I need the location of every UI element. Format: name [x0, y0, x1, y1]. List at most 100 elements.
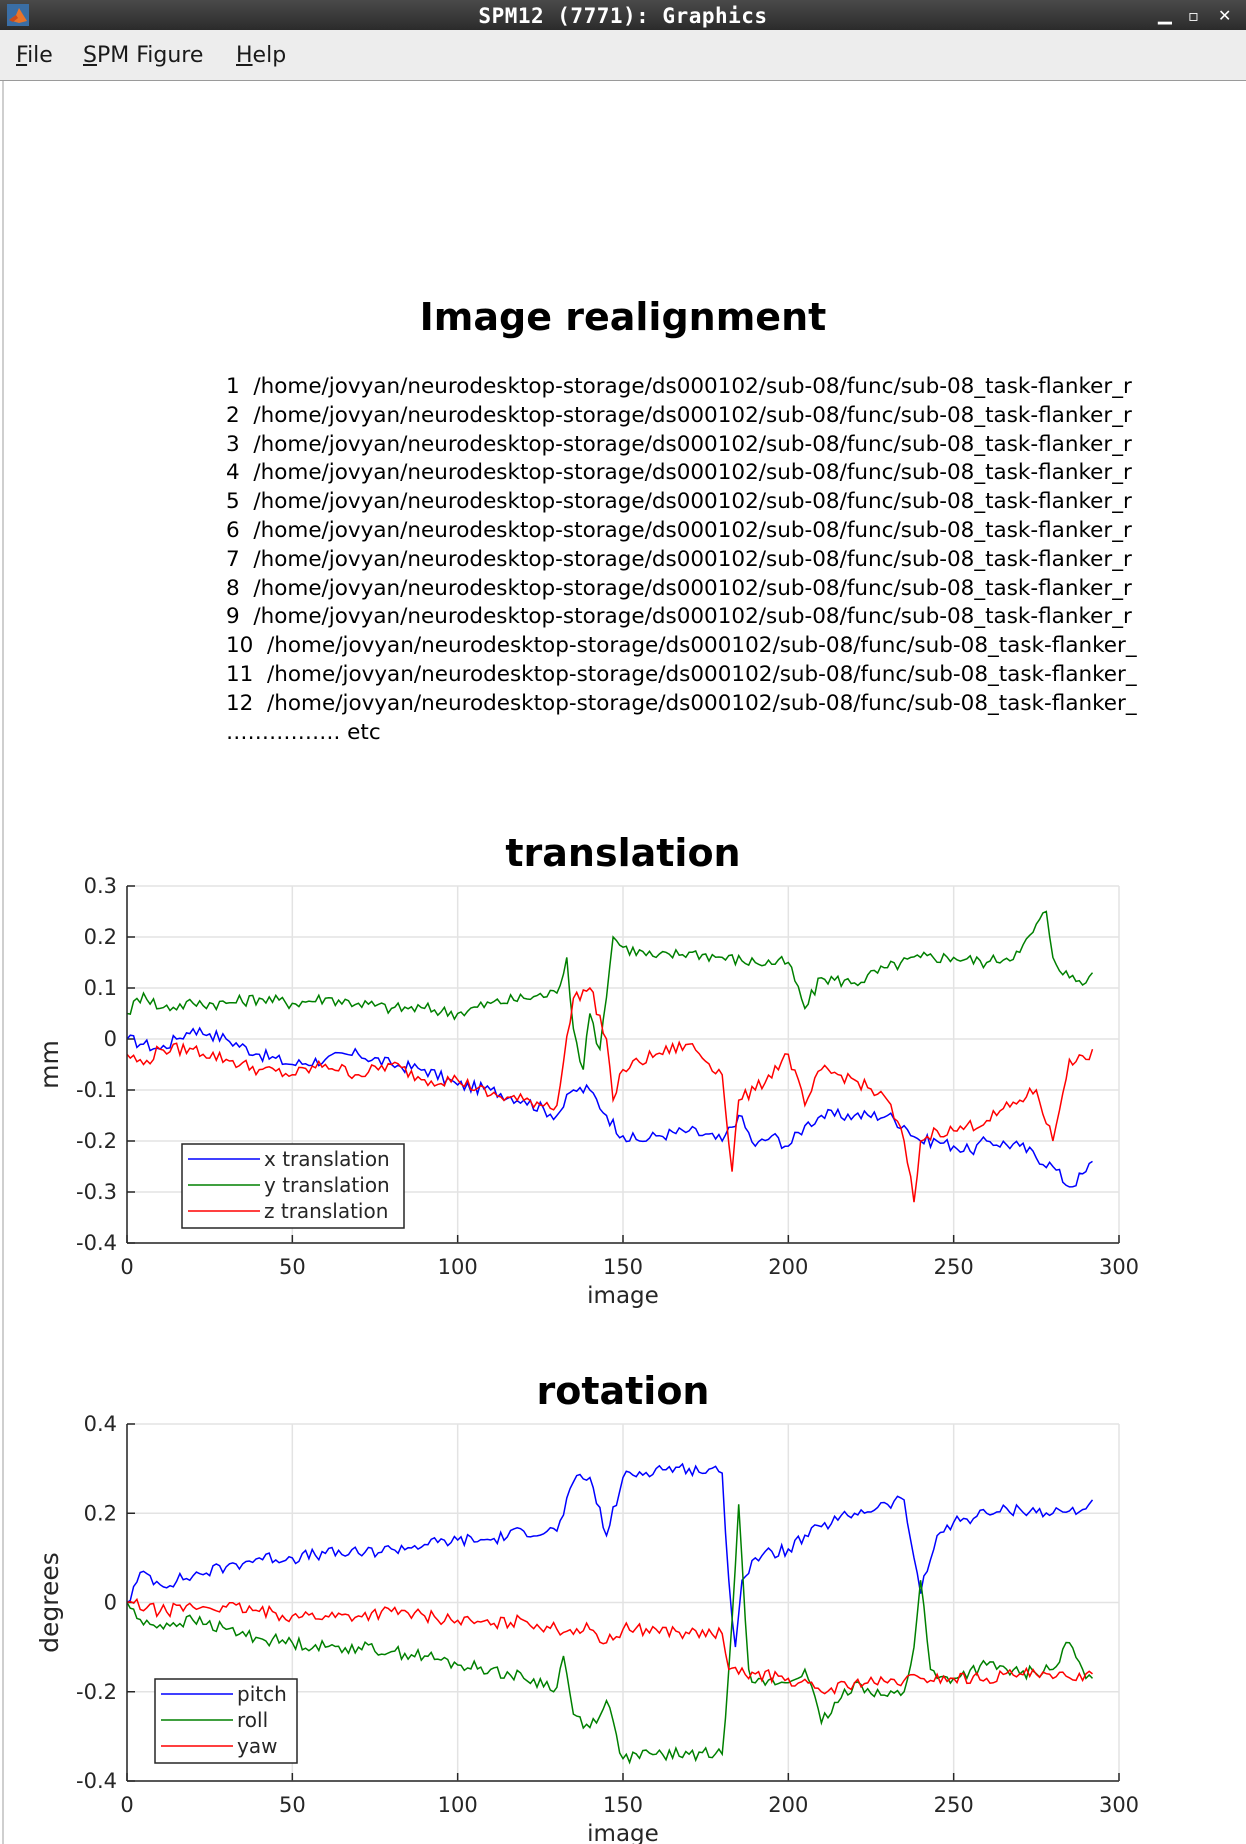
- legend-label: x translation: [264, 1147, 390, 1171]
- x-axis-label: image: [587, 1283, 659, 1309]
- file-list-item: 4 /home/jovyan/neurodesktop-storage/ds00…: [226, 459, 1137, 488]
- menu-file-label: ile: [27, 43, 53, 68]
- file-index: 10: [226, 633, 254, 659]
- x-tick-label: 250: [934, 1793, 974, 1817]
- menu-help[interactable]: Help: [236, 43, 286, 68]
- x-tick-label: 0: [120, 1793, 133, 1817]
- window-title-bar[interactable]: SPM12 (7771): Graphics ▁ ▫ ✕: [0, 0, 1246, 30]
- file-list-item: 8 /home/jovyan/neurodesktop-storage/ds00…: [226, 575, 1137, 604]
- x-tick-label: 300: [1099, 1793, 1139, 1817]
- x-tick-label: 300: [1099, 1255, 1139, 1279]
- x-tick-label: 50: [279, 1255, 306, 1279]
- file-path: /home/jovyan/neurodesktop-storage/ds0001…: [253, 604, 1132, 630]
- file-path: /home/jovyan/neurodesktop-storage/ds0001…: [253, 431, 1132, 457]
- y-tick-label: 0.3: [84, 874, 117, 898]
- menu-bar: File SPM Figure Help: [0, 30, 1246, 81]
- y-tick-label: 0.1: [84, 976, 117, 1000]
- menu-help-label: elp: [252, 43, 287, 68]
- x-tick-label: 0: [120, 1255, 133, 1279]
- y-tick-label: -0.3: [76, 1180, 117, 1204]
- x-tick-label: 150: [603, 1255, 643, 1279]
- file-path: /home/jovyan/neurodesktop-storage/ds0001…: [253, 489, 1132, 515]
- x-tick-label: 50: [279, 1793, 306, 1817]
- file-index: 3: [226, 431, 240, 457]
- x-tick-label: 200: [768, 1793, 808, 1817]
- y-tick-label: -0.2: [76, 1129, 117, 1153]
- file-index: 11: [226, 661, 254, 687]
- file-path: /home/jovyan/neurodesktop-storage/ds0001…: [267, 690, 1137, 716]
- x-tick-label: 100: [438, 1255, 478, 1279]
- series-line-roll: [126, 1504, 1094, 1765]
- window-title: SPM12 (7771): Graphics: [478, 4, 768, 28]
- file-index: 8: [226, 575, 240, 601]
- file-index: 4: [226, 460, 240, 486]
- legend-label: roll: [237, 1708, 268, 1732]
- x-tick-label: 250: [934, 1255, 974, 1279]
- y-axis-label: degrees: [35, 1552, 64, 1653]
- legend-label: pitch: [237, 1682, 287, 1706]
- file-path: /home/jovyan/neurodesktop-storage/ds0001…: [253, 546, 1132, 572]
- y-tick-label: -0.4: [76, 1231, 117, 1255]
- file-index: 12: [226, 690, 254, 716]
- file-list-item: 1 /home/jovyan/neurodesktop-storage/ds00…: [226, 373, 1137, 402]
- legend-box: [181, 1143, 405, 1229]
- page-title: Image realignment: [419, 295, 827, 339]
- menu-file-accel: F: [16, 43, 28, 68]
- file-list-item: 5 /home/jovyan/neurodesktop-storage/ds00…: [226, 488, 1137, 517]
- chart-translation: 0 50 100 150 200 250 300 0.3 0.2 0.1 0 -0.1 -0.2 -0.3…: [35, 831, 1139, 1309]
- y-tick-label: -0.4: [76, 1769, 117, 1793]
- legend-label: z translation: [264, 1199, 388, 1223]
- y-tick-label: -0.1: [76, 1078, 117, 1102]
- y-axis-label: mm: [35, 1040, 64, 1089]
- graphics-figure: [2, 81, 1246, 1844]
- file-index: 5: [226, 489, 240, 515]
- menu-file[interactable]: File: [16, 43, 53, 68]
- file-list-etc: ……………. etc: [226, 719, 381, 745]
- file-list-item: 11 /home/jovyan/neurodesktop-storage/ds0…: [226, 661, 1137, 690]
- x-tick-label: 150: [603, 1793, 643, 1817]
- series-line-z-translation: [126, 986, 1094, 1203]
- y-tick-label: 0: [104, 1591, 117, 1615]
- y-tick-label: 0: [104, 1027, 117, 1051]
- file-list: 1 /home/jovyan/neurodesktop-storage/ds00…: [226, 373, 1137, 747]
- chart-title: rotation: [536, 1369, 709, 1413]
- menu-spm-figure[interactable]: SPM Figure: [83, 43, 203, 68]
- y-tick-label: -0.2: [76, 1680, 117, 1704]
- y-tick-label: 0.4: [84, 1412, 117, 1436]
- series-line-x-translation: [126, 1026, 1093, 1188]
- file-list-item: 6 /home/jovyan/neurodesktop-storage/ds00…: [226, 517, 1137, 546]
- y-tick-label: 0.2: [84, 925, 117, 949]
- series-line-pitch: [126, 1462, 1094, 1648]
- file-list-item: 2 /home/jovyan/neurodesktop-storage/ds00…: [226, 402, 1137, 431]
- chart-title: translation: [505, 831, 740, 875]
- menu-spm-figure-label: PM Figure: [96, 43, 204, 68]
- minimize-button[interactable]: ▁: [1158, 4, 1172, 25]
- close-button[interactable]: ✕: [1218, 6, 1232, 25]
- legend-label: y translation: [264, 1173, 390, 1197]
- file-index: 2: [226, 402, 240, 428]
- file-path: /home/jovyan/neurodesktop-storage/ds0001…: [253, 402, 1132, 428]
- file-path: /home/jovyan/neurodesktop-storage/ds0001…: [253, 575, 1132, 601]
- file-index: 6: [226, 517, 240, 543]
- menu-help-accel: H: [236, 43, 253, 68]
- x-tick-label: 100: [438, 1793, 478, 1817]
- file-path: /home/jovyan/neurodesktop-storage/ds0001…: [267, 661, 1137, 687]
- file-index: 7: [226, 546, 240, 572]
- file-list-item: 3 /home/jovyan/neurodesktop-storage/ds00…: [226, 431, 1137, 460]
- matlab-logo-icon: [7, 4, 29, 26]
- x-axis-label: image: [587, 1821, 659, 1844]
- x-tick-label: 200: [768, 1255, 808, 1279]
- file-list-item: 10 /home/jovyan/neurodesktop-storage/ds0…: [226, 632, 1137, 661]
- file-list-item: 7 /home/jovyan/neurodesktop-storage/ds00…: [226, 546, 1137, 575]
- file-list-item: 9 /home/jovyan/neurodesktop-storage/ds00…: [226, 603, 1137, 632]
- legend-box: [154, 1678, 298, 1764]
- chart-rotation: 0 50 100 150 200 250 300 0.4 0.2 0 -0.2 -0.4 rotatio…: [35, 1369, 1139, 1844]
- file-path: /home/jovyan/neurodesktop-storage/ds0001…: [253, 374, 1132, 399]
- file-path: /home/jovyan/neurodesktop-storage/ds0001…: [267, 633, 1137, 659]
- series-line-yaw: [126, 1597, 1093, 1696]
- maximize-button[interactable]: ▫: [1188, 6, 1199, 25]
- series-line-y-translation: [126, 910, 1094, 1070]
- file-index: 1: [226, 374, 240, 399]
